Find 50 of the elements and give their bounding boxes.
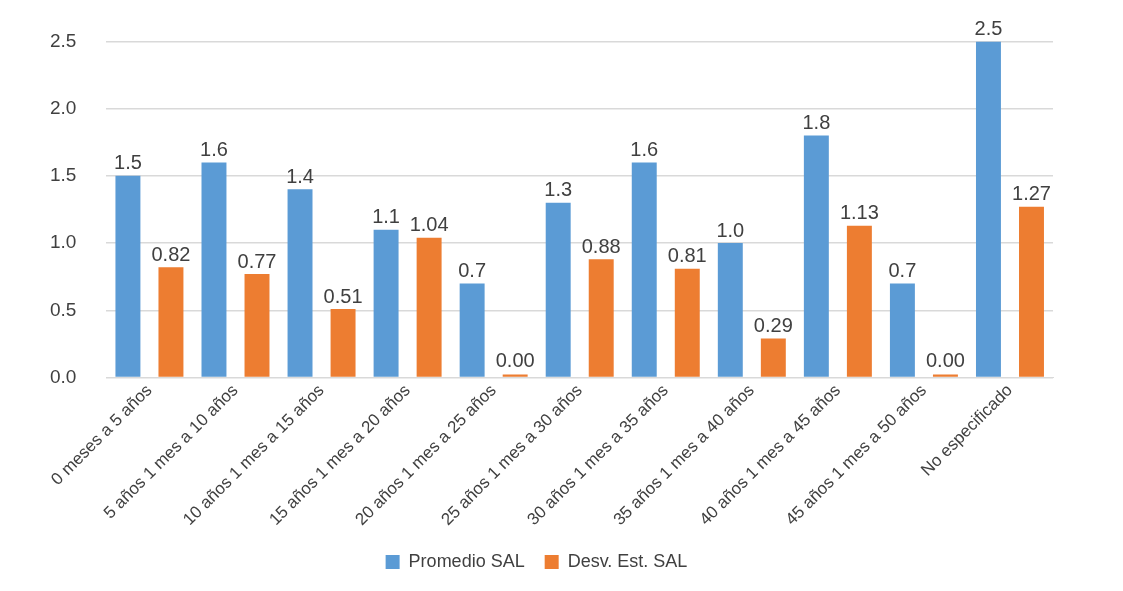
bar xyxy=(158,267,184,377)
bar xyxy=(717,243,743,377)
y-tick-label: 2.0 xyxy=(49,96,77,118)
bar xyxy=(373,229,399,377)
data-label: 1.6 xyxy=(630,137,659,160)
bar xyxy=(244,274,270,377)
data-label: 0.00 xyxy=(925,349,965,372)
data-label: 0.82 xyxy=(151,242,191,265)
data-label: 0.29 xyxy=(753,314,793,337)
bar xyxy=(631,162,657,377)
data-label: 0.81 xyxy=(667,244,707,267)
legend-label: Desv. Est. SAL xyxy=(567,550,688,571)
data-label: 2.5 xyxy=(974,16,1003,39)
data-label: 1.5 xyxy=(114,151,142,174)
data-label: 0.77 xyxy=(237,249,277,272)
y-tick-label: 0.5 xyxy=(49,298,77,320)
data-label: 1.1 xyxy=(372,205,400,228)
bar xyxy=(459,283,485,377)
data-label: 1.3 xyxy=(544,178,573,201)
bar xyxy=(545,202,571,377)
y-tick-label: 2.5 xyxy=(49,29,77,51)
bar xyxy=(1019,206,1044,377)
bar xyxy=(846,225,872,377)
bar xyxy=(287,189,313,377)
data-label: 0.7 xyxy=(458,258,487,281)
data-label: 1.4 xyxy=(286,164,314,187)
data-label: 1.6 xyxy=(200,137,228,160)
data-label: 0.7 xyxy=(888,258,917,281)
data-label: 0.88 xyxy=(581,234,621,257)
y-tick-label: 0.0 xyxy=(49,365,77,387)
bar xyxy=(889,283,915,377)
y-tick-label: 1.5 xyxy=(49,164,77,186)
bar xyxy=(330,309,356,377)
data-label: 1.04 xyxy=(409,213,449,236)
data-label: 1.27 xyxy=(1012,182,1051,205)
data-label: 0.51 xyxy=(323,284,363,307)
bar xyxy=(674,268,700,377)
bar xyxy=(416,237,442,377)
data-label: 1.13 xyxy=(839,201,879,224)
bar xyxy=(115,175,141,377)
bar xyxy=(588,259,614,377)
data-label: 0.00 xyxy=(495,349,535,372)
bar xyxy=(803,135,829,377)
data-label: 1.0 xyxy=(716,218,745,241)
data-label: 1.8 xyxy=(802,111,831,134)
y-tick-label: 1.0 xyxy=(49,231,77,253)
bar xyxy=(201,162,227,377)
bar xyxy=(760,338,786,377)
bar xyxy=(975,41,1001,377)
legend-label: Promedio SAL xyxy=(408,550,525,571)
